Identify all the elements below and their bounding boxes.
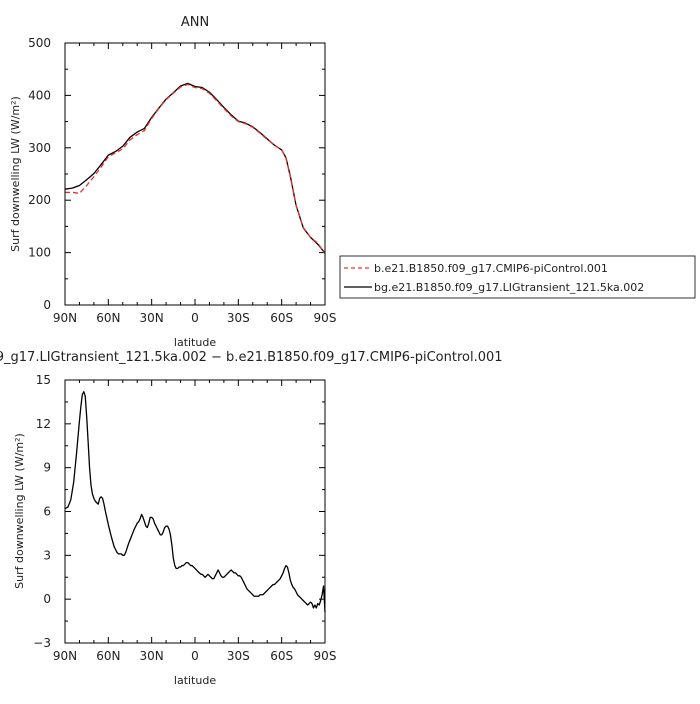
top-series-line-1 [64, 82, 326, 254]
top-y-tick-label: 400 [28, 88, 51, 102]
bottom-y-tick-label: 0 [43, 592, 51, 606]
top-y-tick-label: 300 [28, 141, 51, 155]
bottom-x-axis-label: latitude [174, 674, 216, 687]
top-y-axis-label: Surf downwelling LW (W/m²) [9, 96, 22, 252]
top-x-axis-label: latitude [174, 336, 216, 349]
bottom-y-tick-label: 3 [43, 548, 51, 562]
top-y-tick-label: 0 [43, 298, 51, 312]
bottom-x-tick-labels: 90N 60N 30N 0 30S 60S 90S [53, 649, 337, 663]
bottom-series-line-0 [64, 391, 326, 613]
top-y-tick-label: 100 [28, 246, 51, 260]
top-series-line-0 [65, 83, 326, 255]
top-x-tick-label: 0 [191, 311, 199, 325]
legend-label-ligtransient: bg.e21.B1850.f09_g17.LIGtransient_121.5k… [374, 281, 644, 294]
top-panel-title: ANN [181, 15, 209, 30]
legend: b.e21.B1850.f09_g17.CMIP6-piControl.001 … [339, 255, 696, 299]
bottom-x-tick-label: 60S [270, 649, 293, 663]
top-x-tick-labels: 90N 60N 30N 0 30S 60S 90S [53, 311, 337, 325]
bottom-y-tick-label: −3 [33, 636, 51, 650]
bottom-y-tick-label: 15 [36, 373, 51, 387]
bottom-x-tick-label: 90N [53, 649, 77, 663]
top-x-tick-label: 90S [314, 311, 337, 325]
top-x-tick-label: 60N [96, 311, 120, 325]
top-x-tick-label: 30S [227, 311, 250, 325]
top-y-tick-label: 500 [28, 36, 51, 50]
top-x-tick-label: 90N [53, 311, 77, 325]
top-x-tick-label: 60S [270, 311, 293, 325]
legend-box [339, 255, 696, 299]
bottom-y-tick-label: 12 [36, 417, 51, 431]
legend-label-picontrol: b.e21.B1850.f09_g17.CMIP6-piControl.001 [374, 262, 608, 275]
top-y-tick-labels: 0 100 200 300 400 500 [28, 36, 51, 312]
bottom-axis-ticks [64, 379, 326, 644]
panel-top: ANN 90N 60N 30N 0 30S 60S 90S 0 100 200 300 400 500… [9, 15, 696, 349]
top-series-group [64, 82, 326, 255]
panel-bottom: bg.e21.B1850.f09_g17.LIGtransient_121.5k… [0, 350, 503, 687]
bottom-y-tick-label: 6 [43, 505, 51, 519]
bottom-y-axis-label: Surf downwelling LW (W/m²) [13, 433, 26, 589]
bottom-y-tick-label: 9 [43, 461, 51, 475]
bottom-x-tick-label: 60N [96, 649, 120, 663]
bottom-x-tick-label: 90S [314, 649, 337, 663]
bottom-y-tick-labels: −3 0 3 6 9 12 15 [33, 373, 51, 650]
top-plot-frame [64, 42, 326, 306]
top-x-tick-label: 30N [140, 311, 164, 325]
top-axis-ticks [64, 42, 326, 306]
top-y-tick-label: 200 [28, 193, 51, 207]
bottom-panel-title: bg.e21.B1850.f09_g17.LIGtransient_121.5k… [0, 350, 503, 365]
bottom-series-group [64, 391, 326, 613]
bottom-plot-frame [64, 379, 326, 644]
bottom-x-tick-label: 30N [140, 649, 164, 663]
bottom-x-tick-label: 0 [191, 649, 199, 663]
bottom-x-tick-label: 30S [227, 649, 250, 663]
